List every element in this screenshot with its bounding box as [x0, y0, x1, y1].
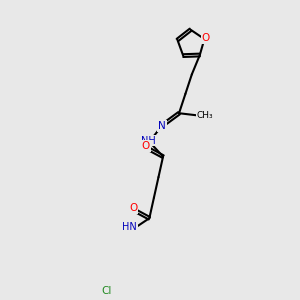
Text: CH₃: CH₃ — [197, 111, 214, 120]
Text: O: O — [129, 203, 137, 213]
Text: HN: HN — [122, 222, 137, 233]
Text: Cl: Cl — [101, 286, 112, 296]
Text: NH: NH — [141, 136, 156, 146]
Text: N: N — [158, 121, 166, 131]
Text: O: O — [202, 33, 210, 43]
Text: O: O — [142, 141, 150, 151]
